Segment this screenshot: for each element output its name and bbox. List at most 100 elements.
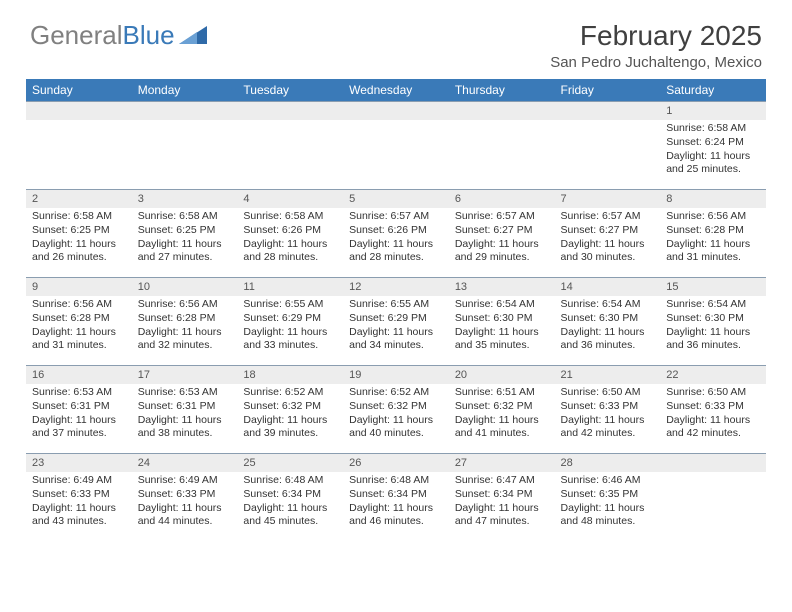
day-cell: 16Sunrise: 6:53 AMSunset: 6:31 PMDayligh… — [26, 366, 132, 454]
day-content: Sunrise: 6:58 AMSunset: 6:26 PMDaylight:… — [237, 208, 343, 269]
daylight-text: Daylight: 11 hours and 36 minutes. — [666, 326, 760, 353]
sunset-text: Sunset: 6:33 PM — [561, 400, 655, 414]
day-number: 26 — [343, 454, 449, 472]
daylight-text: Daylight: 11 hours and 31 minutes. — [32, 326, 126, 353]
logo-triangle-icon — [179, 20, 207, 51]
week-row: 16Sunrise: 6:53 AMSunset: 6:31 PMDayligh… — [26, 366, 766, 454]
day-cell: 28Sunrise: 6:46 AMSunset: 6:35 PMDayligh… — [555, 454, 661, 542]
daylight-text: Daylight: 11 hours and 35 minutes. — [455, 326, 549, 353]
day-number: 16 — [26, 366, 132, 384]
calendar-table: Sunday Monday Tuesday Wednesday Thursday… — [26, 79, 766, 542]
day-cell: 4Sunrise: 6:58 AMSunset: 6:26 PMDaylight… — [237, 190, 343, 278]
day-content: Sunrise: 6:57 AMSunset: 6:27 PMDaylight:… — [449, 208, 555, 269]
day-cell: 7Sunrise: 6:57 AMSunset: 6:27 PMDaylight… — [555, 190, 661, 278]
day-number: 17 — [132, 366, 238, 384]
day-number: 2 — [26, 190, 132, 208]
day-number: 8 — [660, 190, 766, 208]
day-number: 14 — [555, 278, 661, 296]
sunset-text: Sunset: 6:32 PM — [455, 400, 549, 414]
sunrise-text: Sunrise: 6:54 AM — [666, 298, 760, 312]
day-content: Sunrise: 6:58 AMSunset: 6:25 PMDaylight:… — [26, 208, 132, 269]
day-cell: 8Sunrise: 6:56 AMSunset: 6:28 PMDaylight… — [660, 190, 766, 278]
day-content: Sunrise: 6:58 AMSunset: 6:25 PMDaylight:… — [132, 208, 238, 269]
day-number: 7 — [555, 190, 661, 208]
day-number: 5 — [343, 190, 449, 208]
day-cell: 12Sunrise: 6:55 AMSunset: 6:29 PMDayligh… — [343, 278, 449, 366]
sunset-text: Sunset: 6:30 PM — [455, 312, 549, 326]
day-number: 15 — [660, 278, 766, 296]
daylight-text: Daylight: 11 hours and 32 minutes. — [138, 326, 232, 353]
week-row: 9Sunrise: 6:56 AMSunset: 6:28 PMDaylight… — [26, 278, 766, 366]
sunrise-text: Sunrise: 6:58 AM — [138, 210, 232, 224]
sunset-text: Sunset: 6:30 PM — [561, 312, 655, 326]
logo: GeneralBlue — [30, 20, 207, 51]
sunset-text: Sunset: 6:34 PM — [455, 488, 549, 502]
sunrise-text: Sunrise: 6:58 AM — [666, 122, 760, 136]
sunset-text: Sunset: 6:28 PM — [666, 224, 760, 238]
day-content: Sunrise: 6:55 AMSunset: 6:29 PMDaylight:… — [237, 296, 343, 357]
day-cell — [237, 102, 343, 190]
sunset-text: Sunset: 6:29 PM — [243, 312, 337, 326]
sunset-text: Sunset: 6:32 PM — [349, 400, 443, 414]
day-cell: 2Sunrise: 6:58 AMSunset: 6:25 PMDaylight… — [26, 190, 132, 278]
sunset-text: Sunset: 6:24 PM — [666, 136, 760, 150]
day-cell: 19Sunrise: 6:52 AMSunset: 6:32 PMDayligh… — [343, 366, 449, 454]
sunset-text: Sunset: 6:28 PM — [138, 312, 232, 326]
day-content: Sunrise: 6:57 AMSunset: 6:27 PMDaylight:… — [555, 208, 661, 269]
day-content: Sunrise: 6:52 AMSunset: 6:32 PMDaylight:… — [237, 384, 343, 445]
day-cell: 15Sunrise: 6:54 AMSunset: 6:30 PMDayligh… — [660, 278, 766, 366]
day-number: 13 — [449, 278, 555, 296]
sunset-text: Sunset: 6:25 PM — [32, 224, 126, 238]
sunset-text: Sunset: 6:26 PM — [349, 224, 443, 238]
day-number: 20 — [449, 366, 555, 384]
day-content: Sunrise: 6:48 AMSunset: 6:34 PMDaylight:… — [237, 472, 343, 533]
day-content: Sunrise: 6:50 AMSunset: 6:33 PMDaylight:… — [660, 384, 766, 445]
daylight-text: Daylight: 11 hours and 46 minutes. — [349, 502, 443, 529]
sunset-text: Sunset: 6:28 PM — [32, 312, 126, 326]
daylight-text: Daylight: 11 hours and 43 minutes. — [32, 502, 126, 529]
sunrise-text: Sunrise: 6:56 AM — [666, 210, 760, 224]
daylight-text: Daylight: 11 hours and 30 minutes. — [561, 238, 655, 265]
day-cell: 10Sunrise: 6:56 AMSunset: 6:28 PMDayligh… — [132, 278, 238, 366]
week-row: 23Sunrise: 6:49 AMSunset: 6:33 PMDayligh… — [26, 454, 766, 542]
day-cell: 6Sunrise: 6:57 AMSunset: 6:27 PMDaylight… — [449, 190, 555, 278]
week-row: 1Sunrise: 6:58 AMSunset: 6:24 PMDaylight… — [26, 102, 766, 190]
day-header: Wednesday — [343, 79, 449, 102]
day-cell: 11Sunrise: 6:55 AMSunset: 6:29 PMDayligh… — [237, 278, 343, 366]
daylight-text: Daylight: 11 hours and 28 minutes. — [243, 238, 337, 265]
sunset-text: Sunset: 6:34 PM — [243, 488, 337, 502]
sunset-text: Sunset: 6:32 PM — [243, 400, 337, 414]
day-number: 9 — [26, 278, 132, 296]
day-cell: 23Sunrise: 6:49 AMSunset: 6:33 PMDayligh… — [26, 454, 132, 542]
day-header: Saturday — [660, 79, 766, 102]
sunset-text: Sunset: 6:26 PM — [243, 224, 337, 238]
day-content: Sunrise: 6:55 AMSunset: 6:29 PMDaylight:… — [343, 296, 449, 357]
logo-text-2: Blue — [123, 20, 175, 51]
day-cell: 9Sunrise: 6:56 AMSunset: 6:28 PMDaylight… — [26, 278, 132, 366]
day-header: Tuesday — [237, 79, 343, 102]
day-number: 28 — [555, 454, 661, 472]
sunrise-text: Sunrise: 6:47 AM — [455, 474, 549, 488]
daylight-text: Daylight: 11 hours and 25 minutes. — [666, 150, 760, 177]
day-number: 4 — [237, 190, 343, 208]
day-number: 11 — [237, 278, 343, 296]
day-number: 27 — [449, 454, 555, 472]
day-header-row: Sunday Monday Tuesday Wednesday Thursday… — [26, 79, 766, 102]
day-number: 18 — [237, 366, 343, 384]
day-content: Sunrise: 6:56 AMSunset: 6:28 PMDaylight:… — [132, 296, 238, 357]
daylight-text: Daylight: 11 hours and 48 minutes. — [561, 502, 655, 529]
sunrise-text: Sunrise: 6:53 AM — [32, 386, 126, 400]
day-cell — [449, 102, 555, 190]
logo-text-1: General — [30, 20, 123, 51]
daylight-text: Daylight: 11 hours and 29 minutes. — [455, 238, 549, 265]
sunset-text: Sunset: 6:31 PM — [138, 400, 232, 414]
day-number: 22 — [660, 366, 766, 384]
week-row: 2Sunrise: 6:58 AMSunset: 6:25 PMDaylight… — [26, 190, 766, 278]
day-cell: 26Sunrise: 6:48 AMSunset: 6:34 PMDayligh… — [343, 454, 449, 542]
day-cell — [555, 102, 661, 190]
day-number: 10 — [132, 278, 238, 296]
day-content: Sunrise: 6:49 AMSunset: 6:33 PMDaylight:… — [132, 472, 238, 533]
day-content: Sunrise: 6:54 AMSunset: 6:30 PMDaylight:… — [449, 296, 555, 357]
sunset-text: Sunset: 6:31 PM — [32, 400, 126, 414]
day-cell — [660, 454, 766, 542]
